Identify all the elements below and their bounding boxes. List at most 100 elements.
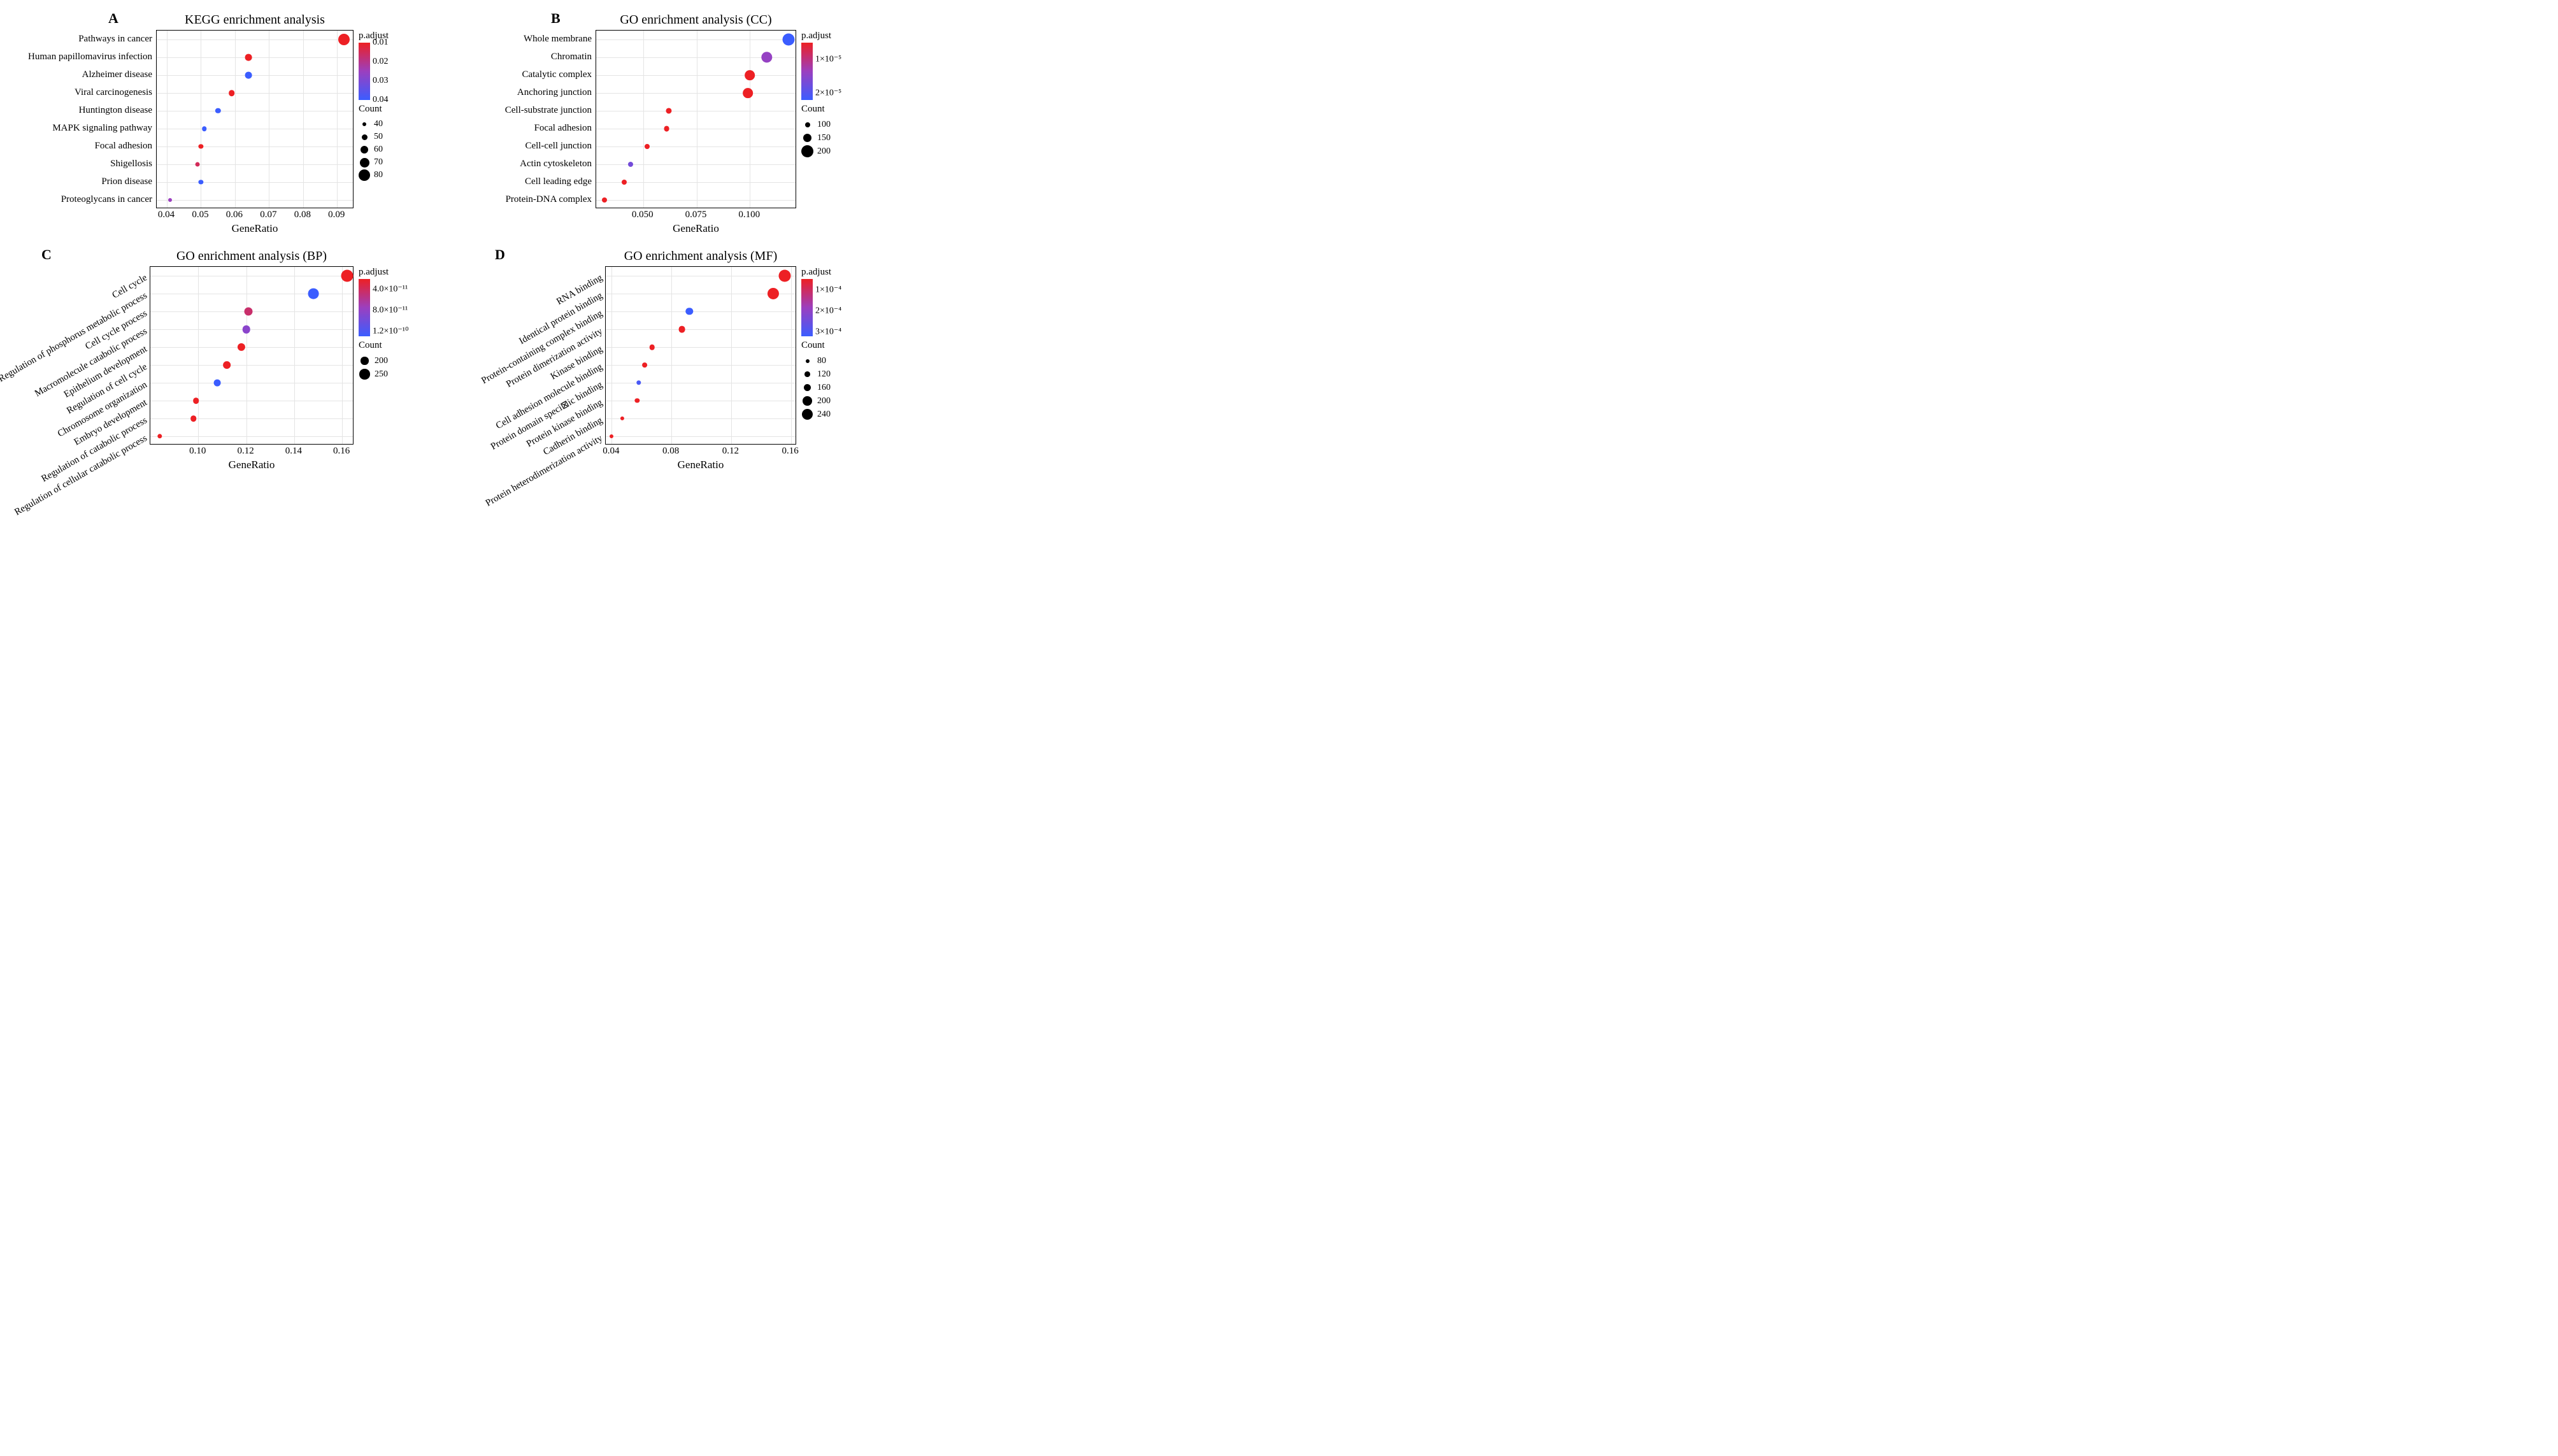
colorbar-tick: 1.2×10⁻¹⁰	[373, 325, 409, 336]
plot-area: GO enrichment analysis (CC)Whole membran…	[487, 13, 796, 236]
x-axis: 0.040.050.060.070.080.09GeneRatio	[156, 208, 354, 236]
data-point	[782, 34, 794, 46]
gridline-h	[596, 164, 796, 165]
size-legend-dot-wrap	[359, 118, 370, 130]
size-legend-dot	[801, 145, 813, 157]
size-legend-dot	[805, 122, 810, 127]
colorbar: 1×10⁻⁴2×10⁻⁴3×10⁻⁴	[801, 279, 813, 336]
gridline-h	[157, 75, 353, 76]
size-legend-dot-wrap	[801, 395, 813, 407]
data-point	[214, 380, 221, 387]
panel-B: BGO enrichment analysis (CC)Whole membra…	[487, 13, 943, 236]
gridline-h	[606, 347, 796, 348]
data-point	[190, 415, 197, 422]
size-legend-dot	[360, 158, 369, 168]
data-point	[666, 108, 671, 113]
size-legend-dot-wrap	[359, 169, 370, 181]
legend-title-padjust: p.adjust	[801, 267, 868, 278]
x-axis-title: GeneRatio	[596, 222, 796, 235]
chart-box	[605, 266, 796, 445]
x-tick-label: 0.07	[260, 210, 276, 220]
y-axis-label: Alzheimer disease	[13, 66, 156, 83]
y-axis-labels: RNA bindingIdentical protein bindingProt…	[487, 266, 605, 445]
legend: p.adjust4.0×10⁻¹¹8.0×10⁻¹¹1.2×10⁻¹⁰Count…	[359, 267, 425, 380]
colorbar: 0.010.020.030.04	[359, 43, 370, 100]
y-axis-label: Anchoring junction	[487, 83, 596, 101]
size-legend-label: 80	[374, 170, 383, 180]
size-legend: 200250	[359, 355, 425, 380]
gridline-h	[150, 418, 353, 419]
data-point	[610, 434, 613, 438]
gridline-h	[150, 436, 353, 437]
gridline-h	[596, 146, 796, 147]
gridline-v	[235, 31, 236, 208]
size-legend-dot-wrap	[801, 408, 813, 420]
y-axis-label: Viral carcinogenesis	[13, 83, 156, 101]
panel-letter: C	[41, 246, 52, 263]
size-legend-label: 200	[375, 356, 388, 366]
gridline-h	[150, 329, 353, 330]
chart-title: KEGG enrichment analysis	[13, 13, 354, 27]
data-point	[341, 270, 353, 282]
panel-C: CGO enrichment analysis (BP)Cell cycleRe…	[13, 249, 468, 473]
x-tick-label: 0.06	[226, 210, 243, 220]
data-point	[602, 197, 607, 203]
size-legend-dot-wrap	[359, 157, 370, 168]
gridline-v	[643, 31, 644, 208]
chart-row: Whole membraneChromatinCatalytic complex…	[487, 30, 796, 208]
data-point	[168, 198, 172, 202]
size-legend-label: 60	[374, 145, 383, 155]
data-point	[620, 417, 624, 420]
size-legend-dot	[359, 369, 369, 379]
data-point	[202, 126, 207, 131]
gridline-h	[606, 365, 796, 366]
x-tick-label: 0.08	[294, 210, 311, 220]
y-axis-label: Focal adhesion	[487, 119, 596, 137]
data-point	[636, 380, 641, 385]
data-point	[157, 434, 162, 438]
chart-box	[156, 30, 354, 208]
size-legend-dot	[804, 384, 811, 392]
panel-D: DGO enrichment analysis (MF)RNA bindingI…	[487, 249, 943, 473]
size-legend-row: 250	[359, 368, 425, 380]
size-legend-dot	[804, 371, 810, 377]
size-legend-dot-wrap	[359, 131, 370, 143]
x-axis: 0.100.120.140.16GeneRatio	[150, 445, 354, 473]
panel-letter: D	[495, 246, 505, 263]
x-tick-label: 0.05	[192, 210, 208, 220]
colorbar-tick: 8.0×10⁻¹¹	[373, 305, 408, 316]
y-axis-label: Cell-cell junction	[487, 137, 596, 155]
size-legend-label: 80	[817, 356, 826, 366]
gridline-h	[157, 57, 353, 58]
data-point	[242, 325, 250, 334]
y-axis-label: Cell leading edge	[487, 173, 596, 190]
data-point	[338, 34, 350, 45]
size-legend-row: 80	[801, 355, 868, 367]
gridline-h	[157, 164, 353, 165]
colorbar-tick: 2×10⁻⁵	[815, 88, 841, 99]
data-point	[642, 362, 647, 368]
colorbar-tick: 2×10⁻⁴	[815, 306, 841, 317]
gridline-h	[606, 311, 796, 312]
gridline-h	[596, 39, 796, 40]
data-point	[245, 54, 252, 61]
plot-area: KEGG enrichment analysisPathways in canc…	[13, 13, 354, 236]
legend-title-padjust: p.adjust	[359, 31, 425, 41]
plot-area: GO enrichment analysis (MF)RNA bindingId…	[487, 249, 796, 473]
panel-letter: B	[551, 10, 561, 27]
data-point	[199, 180, 203, 184]
gridline-v	[198, 267, 199, 444]
size-legend-label: 70	[374, 157, 383, 168]
size-legend-label: 240	[817, 410, 831, 420]
gridline-v	[731, 267, 732, 444]
size-legend-label: 50	[374, 132, 383, 142]
x-tick-label: 0.075	[685, 210, 707, 220]
y-axis-label: Huntington disease	[13, 101, 156, 119]
x-axis-title: GeneRatio	[150, 459, 354, 471]
size-legend-row: 150	[801, 132, 868, 144]
data-point	[245, 308, 253, 316]
y-axis-label: Chromatin	[487, 48, 596, 66]
data-point	[308, 289, 319, 299]
size-legend: 80120160200240	[801, 355, 868, 420]
size-legend-label: 160	[817, 383, 831, 393]
